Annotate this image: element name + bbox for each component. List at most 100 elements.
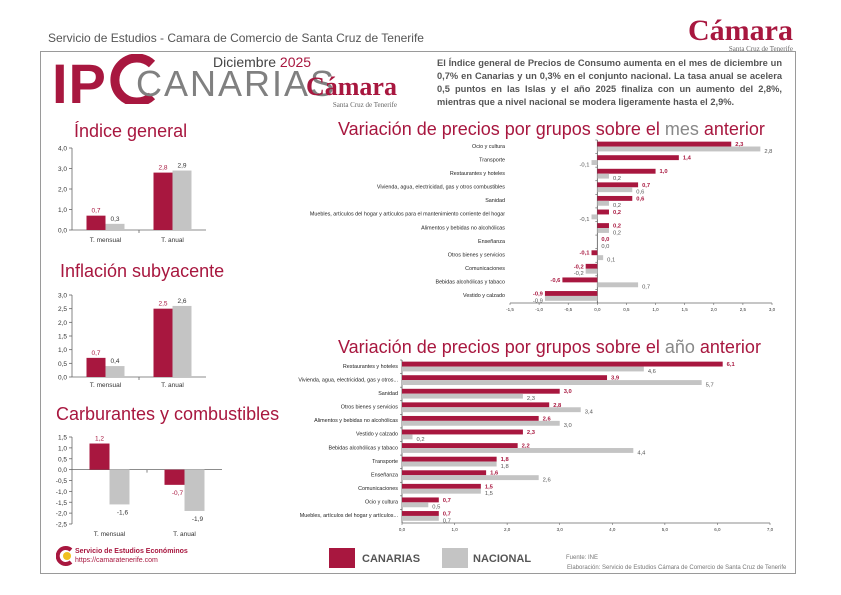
data-label: 4,6 (648, 369, 656, 375)
data-label: 2,8 (553, 403, 562, 409)
y-category-label: Transporte (372, 459, 398, 465)
bar-nacional (184, 469, 205, 511)
data-label: 2,3 (735, 142, 744, 148)
x-tick-label: 0,0 (594, 307, 601, 312)
bar-canarias (89, 443, 110, 470)
chart-title-inflacion-subyacente: Inflación subyacente (60, 261, 225, 281)
title-highlight: año (664, 337, 695, 357)
y-category-label: Transporte (479, 157, 505, 163)
bar-nacional (402, 434, 413, 440)
bar-nacional (402, 366, 644, 372)
data-label: 2,3 (527, 430, 536, 436)
x-tick-label: 1,0 (451, 527, 458, 532)
y-category-label: Sanidad (378, 391, 398, 397)
data-label: 0,1 (607, 258, 615, 264)
y-category-label: Alimentos y bebidas no alcohólicas (314, 418, 398, 424)
y-category-label: Restaurantes y hoteles (450, 171, 505, 177)
y-tick-label: -2,5 (56, 522, 68, 529)
y-category-label: Vivienda, agua, electricidad, gas y otro… (377, 185, 505, 191)
y-category-label: Ocio y cultura (472, 144, 505, 150)
camara-c-icon (56, 546, 73, 566)
bar-canarias (591, 250, 598, 256)
data-label: 0,6 (636, 190, 644, 196)
y-tick-label: 2,0 (58, 320, 67, 327)
x-tick-label: 0,0 (399, 527, 406, 532)
y-tick-label: -0,5 (56, 478, 68, 485)
y-tick-label: -2,0 (56, 511, 68, 518)
data-label: 0,7 (91, 350, 100, 357)
y-tick-label: 3,0 (58, 293, 67, 300)
data-label: 1,4 (683, 156, 692, 162)
bar-canarias (597, 141, 732, 147)
data-label: 0,0 (601, 237, 609, 243)
ipc-c-arc-icon (110, 54, 156, 104)
data-label: 5,7 (706, 382, 714, 388)
y-tick-label: 0,0 (58, 375, 67, 382)
bar-canarias (86, 215, 106, 230)
bar-nacional (402, 420, 560, 426)
y-category-label: Comunicaciones (358, 486, 398, 492)
bar-nacional (544, 295, 598, 301)
y-tick-label: 1,5 (58, 435, 67, 442)
x-category-label: T. mensual (94, 531, 126, 538)
camara-logo-top: Cámara Santa Cruz de Tenerife (688, 14, 793, 54)
chart-grupos-anio: 0,0 1,0 2,0 3,0 4,0 5,0 6,0 7,0 Restaurantes y h… (298, 359, 774, 532)
camara-logo-word: Cámara (306, 72, 397, 101)
y-category-label: Otros bienes y servicios (448, 252, 506, 258)
x-tick-label: 3,0 (557, 527, 564, 532)
x-tick-label: 4,0 (609, 527, 616, 532)
data-label: 2,2 (522, 444, 530, 450)
data-label: -1,9 (192, 516, 204, 523)
bar-nacional (402, 407, 581, 413)
data-label: 0,2 (613, 203, 621, 209)
data-label: 1,5 (485, 484, 494, 490)
y-tick-label: 0,5 (58, 456, 67, 463)
y-tick-label: 2,0 (58, 187, 67, 194)
y-tick-label: 1,0 (58, 207, 67, 214)
y-tick-label: 1,0 (58, 347, 67, 354)
y-tick-label: -1,0 (56, 489, 68, 496)
y-category-label: Bebidas alcohólicas y tabaco (328, 445, 398, 451)
legend-label-nacional: NACIONAL (473, 553, 532, 565)
elaboration-note: Elaboración: Servicio de Estudios Cámara… (567, 565, 787, 571)
y-tick-label: 2,5 (58, 306, 67, 313)
y-tick-label: -1,5 (56, 500, 68, 507)
data-label: 0,2 (613, 224, 621, 230)
bar-nacional (597, 173, 609, 179)
data-label: 2,3 (527, 396, 535, 402)
x-category-label: T. anual (161, 237, 184, 244)
data-label: 1,2 (95, 436, 104, 443)
y-category-label: Enseñanza (478, 239, 505, 245)
report-month: Diciembre (213, 54, 277, 70)
camara-logo-word: Cámara (688, 14, 793, 47)
data-label: 0,2 (613, 210, 621, 216)
data-label: 3,0 (564, 389, 572, 395)
bar-nacional (105, 366, 125, 377)
region-title: CANARIAS (136, 63, 337, 104)
data-label: 0,7 (642, 285, 650, 291)
footer-service-name: Servicio de Estudios Económinos (75, 548, 188, 555)
bar-canarias (597, 182, 639, 188)
x-tick-label: 2,5 (740, 307, 747, 312)
title-part: anterior (694, 337, 761, 357)
bar-canarias (402, 402, 550, 408)
bar-canarias (402, 497, 439, 503)
bar-nacional (597, 146, 761, 152)
data-label: 6,1 (727, 362, 736, 368)
data-label: 0,7 (443, 511, 451, 517)
bar-canarias (402, 375, 608, 381)
data-label: -0,1 (580, 251, 591, 257)
bar-canarias (562, 277, 598, 283)
bar-nacional (402, 488, 481, 494)
data-label: 2,6 (177, 298, 186, 305)
footer-url-link[interactable]: https://camaratenerife.com (75, 557, 158, 564)
y-tick-label: 0,0 (58, 228, 67, 235)
data-label: 2,9 (177, 163, 186, 170)
data-label: 1,6 (490, 471, 499, 477)
x-category-label: T. mensual (90, 237, 122, 244)
bar-nacional (597, 187, 633, 193)
bar-nacional (402, 393, 523, 399)
bar-nacional (597, 282, 639, 288)
bar-nacional (597, 255, 604, 261)
x-tick-label: 1,0 (652, 307, 659, 312)
